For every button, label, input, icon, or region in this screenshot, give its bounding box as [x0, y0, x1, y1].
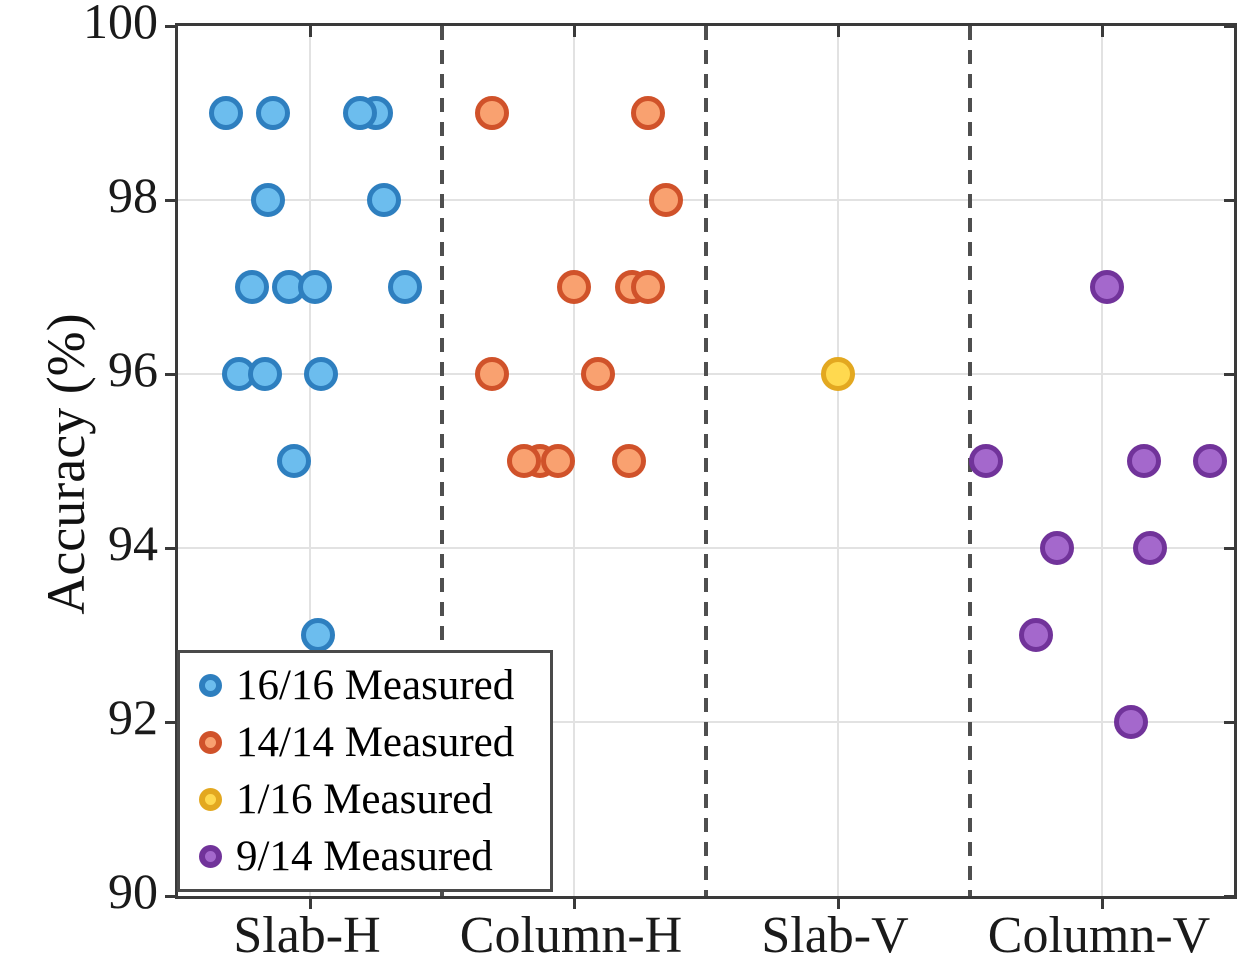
data-point-Slab-H-99 [343, 96, 378, 130]
data-point-Column-H-95 [506, 444, 541, 478]
data-point-Column-H-96 [580, 357, 615, 391]
x-tick-top-Slab-H [308, 26, 312, 37]
data-point-Column-V-97 [1090, 270, 1125, 304]
x-tick-bottom-Column-H [572, 899, 576, 909]
data-point-Slab-H-96 [248, 357, 283, 391]
data-point-Column-H-99 [475, 96, 510, 130]
data-point-Column-H-96 [475, 357, 510, 391]
data-point-Column-V-94 [1040, 531, 1075, 565]
data-point-Column-V-92 [1114, 705, 1149, 739]
data-point-Column-H-99 [630, 96, 665, 130]
data-point-Slab-H-93 [300, 618, 335, 652]
legend-item-1: 16/16 Measured [180, 658, 550, 714]
y-tick-label-92: 92 [108, 689, 158, 745]
data-point-Column-H-98 [649, 183, 684, 217]
y-tick-label-90: 90 [108, 863, 158, 919]
data-point-Slab-H-98 [366, 183, 401, 217]
data-point-Slab-H-95 [277, 444, 312, 478]
data-point-Column-V-94 [1132, 531, 1167, 565]
x-tick-label-Slab-V: Slab-V [761, 907, 909, 964]
legend-marker-icon-3 [199, 788, 222, 811]
legend-marker-icon-1 [199, 674, 222, 697]
data-point-Slab-H-97 [388, 270, 423, 304]
y-tick-left-96 [165, 372, 175, 376]
x-tick-label-Slab-H: Slab-H [233, 907, 381, 964]
x-tick-label-Column-V: Column-V [987, 907, 1211, 964]
y-tick-label-100: 100 [83, 0, 158, 49]
y-tick-right-100 [1224, 24, 1234, 28]
legend-item-label-4: 9/14 Measured [236, 832, 493, 880]
legend: 16/16 Measured 14/14 Measured 1/16 Measure… [177, 650, 553, 892]
data-point-Column-H-97 [630, 270, 665, 304]
data-point-Column-V-95 [968, 444, 1003, 478]
data-point-Slab-H-98 [250, 183, 285, 217]
y-tick-label-98: 98 [108, 167, 158, 223]
gridline-x-Slab-V [837, 26, 839, 896]
data-point-Column-V-93 [1019, 618, 1053, 652]
y-tick-right-92 [1224, 720, 1234, 724]
data-point-Slab-H-97 [298, 270, 333, 304]
y-tick-left-100 [165, 24, 175, 28]
y-tick-label-94: 94 [108, 515, 158, 571]
x-tick-top-Column-V [1100, 26, 1104, 37]
y-tick-left-90 [165, 894, 175, 898]
data-point-Column-V-95 [1193, 444, 1228, 478]
legend-item-3: 1/16 Measured [180, 772, 550, 828]
x-tick-label-Column-H: Column-H [459, 907, 683, 964]
data-point-Slab-H-96 [303, 357, 338, 391]
y-tick-left-92 [165, 720, 175, 724]
legend-item-label-3: 1/16 Measured [236, 775, 493, 823]
data-point-Slab-H-99 [208, 96, 243, 130]
separator-line-1 [440, 26, 444, 896]
y-tick-right-98 [1224, 198, 1234, 202]
legend-item-2: 14/14 Measured [180, 715, 550, 771]
data-point-Slab-V-96 [821, 357, 855, 391]
y-tick-right-94 [1224, 546, 1234, 550]
legend-item-label-1: 16/16 Measured [236, 661, 515, 709]
legend-marker-icon-2 [199, 731, 222, 754]
legend-item-label-2: 14/14 Measured [236, 718, 515, 766]
y-tick-right-90 [1224, 894, 1234, 898]
data-point-Column-H-95 [612, 444, 647, 478]
data-point-Column-H-95 [541, 444, 576, 478]
y-tick-left-94 [165, 546, 175, 550]
y-axis-label: Accuracy (%) [36, 313, 96, 615]
x-tick-top-Slab-V [836, 26, 840, 37]
y-tick-label-96: 96 [108, 341, 158, 397]
x-tick-bottom-Column-V [1100, 899, 1104, 909]
data-point-Slab-H-97 [234, 270, 269, 304]
y-tick-right-96 [1224, 372, 1234, 376]
x-tick-bottom-Slab-V [836, 899, 840, 909]
y-tick-left-98 [165, 198, 175, 202]
x-tick-bottom-Slab-H [308, 899, 312, 909]
separator-line-2 [704, 26, 708, 896]
data-point-Column-V-95 [1127, 444, 1162, 478]
x-tick-top-Column-H [572, 26, 576, 37]
data-point-Slab-H-99 [256, 96, 291, 130]
legend-item-4: 9/14 Measured [180, 829, 550, 885]
gridline-x-Column-V [1101, 26, 1103, 896]
data-point-Column-H-97 [557, 270, 591, 304]
legend-marker-icon-4 [199, 845, 222, 868]
